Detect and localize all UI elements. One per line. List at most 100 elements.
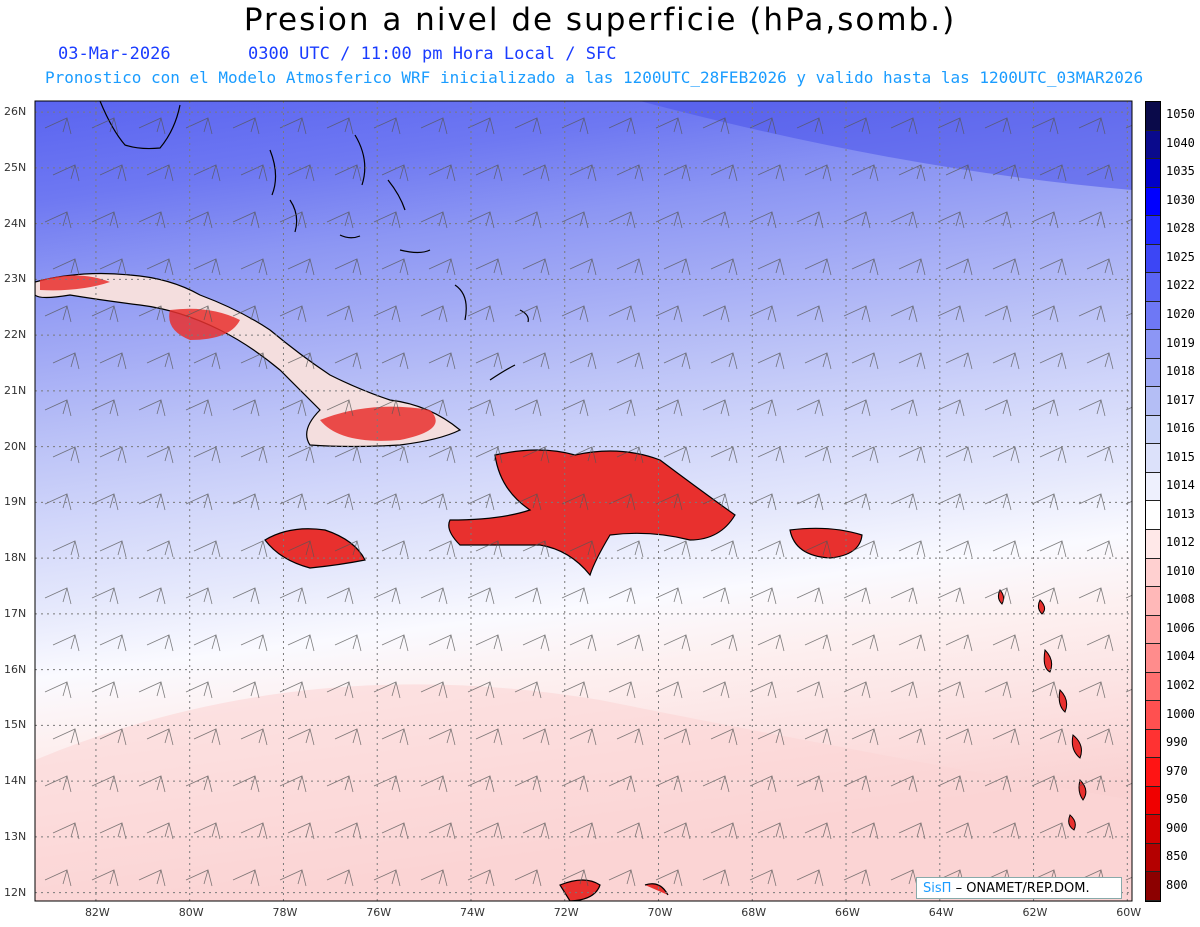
lon-label: 62W [1022, 906, 1048, 919]
wind-barb [1078, 493, 1106, 511]
wind-barb [945, 446, 973, 464]
colorbar-level-label: 1017 [1166, 392, 1195, 407]
wind-barb [514, 869, 542, 887]
wind-barb [138, 493, 166, 511]
wind-barb [843, 493, 871, 511]
wind-barb [655, 305, 683, 323]
colorbar-segment [1146, 358, 1160, 388]
wind-barb [843, 117, 871, 135]
wind-barb [185, 869, 213, 887]
wind-barb [757, 258, 785, 276]
wind-barb [44, 493, 72, 511]
wind-barb [945, 822, 973, 840]
islands [35, 101, 1087, 901]
wind-barb [420, 775, 448, 793]
wind-barb [757, 728, 785, 746]
colorbar-segment [1146, 387, 1160, 416]
wind-barb [381, 258, 409, 276]
lat-label: 25N [4, 160, 27, 174]
colorbar-segment [1146, 273, 1160, 302]
wind-barb [1031, 681, 1059, 699]
wind-barb [373, 587, 401, 605]
wind-barb [138, 305, 166, 323]
hispaniola-island [448, 449, 736, 577]
lat-label: 24N [4, 216, 27, 230]
wind-barb [702, 117, 730, 135]
wind-barb [655, 399, 683, 417]
wind-barb [232, 587, 260, 605]
wind-barb [467, 869, 495, 887]
wind-barb [185, 775, 213, 793]
wind-barb [522, 352, 550, 370]
wind-barb [1031, 775, 1059, 793]
colorbar-level-label: 1000 [1166, 706, 1195, 721]
wind-barb [608, 305, 636, 323]
wind-barb [467, 681, 495, 699]
wind-barb [890, 493, 918, 511]
wind-barb [279, 869, 307, 887]
wind-barb [334, 822, 362, 840]
wind-barb [326, 869, 354, 887]
wind-barb [616, 164, 644, 182]
wind-barb [240, 634, 268, 652]
colorbar-segment [1146, 330, 1160, 359]
wind-barb [890, 775, 918, 793]
wind-barb [984, 305, 1012, 323]
wind-barb [381, 352, 409, 370]
lon-label: 70W [647, 906, 673, 919]
lat-label: 16N [4, 662, 27, 676]
wind-barb [663, 540, 691, 558]
wind-barb [984, 775, 1012, 793]
wind-barb [475, 352, 503, 370]
wind-barb [945, 164, 973, 182]
wind-barb [185, 117, 213, 135]
lon-label: 82W [84, 906, 110, 919]
wind-barb [702, 399, 730, 417]
wind-barb [937, 211, 965, 229]
wind-barb [851, 446, 879, 464]
lat-label: 26N [4, 105, 27, 119]
wind-barb [898, 164, 926, 182]
wind-barb [992, 822, 1020, 840]
wind-barb [992, 164, 1020, 182]
wind-barb [608, 587, 636, 605]
wind-barb [1086, 258, 1114, 276]
wind-barb [514, 587, 542, 605]
wind-barb [44, 211, 72, 229]
wind-barb [326, 681, 354, 699]
wind-barb [428, 822, 456, 840]
wind-barb [608, 869, 636, 887]
wind-barb [757, 352, 785, 370]
wind-barb [475, 258, 503, 276]
wind-barb [334, 258, 362, 276]
wind-barb [326, 117, 354, 135]
wind-barb [796, 775, 824, 793]
lesser-antilles [997, 589, 1087, 831]
wind-barb [44, 399, 72, 417]
wind-barb [663, 634, 691, 652]
wind-barb [984, 399, 1012, 417]
wind-barb [843, 869, 871, 887]
wind-barb [804, 540, 832, 558]
colorbar-level-label: 850 [1166, 849, 1188, 864]
wind-barb [99, 634, 127, 652]
wind-barb [1039, 164, 1067, 182]
wind-barb [514, 117, 542, 135]
wind-barb [44, 117, 72, 135]
wind-barb [749, 869, 777, 887]
wind-barb [937, 587, 965, 605]
wind-barb [428, 540, 456, 558]
wind-barb [655, 681, 683, 699]
lat-label: 12N [4, 885, 27, 899]
wind-barb [1086, 352, 1114, 370]
wind-barb [1031, 399, 1059, 417]
wind-barb [890, 117, 918, 135]
wind-barb [467, 775, 495, 793]
lon-label: 64W [928, 906, 954, 919]
colorbar-segment [1146, 301, 1160, 331]
colorbar-level-label: 1019 [1166, 335, 1195, 350]
wind-barb [749, 305, 777, 323]
wind-barb [804, 634, 832, 652]
wind-barb [804, 258, 832, 276]
